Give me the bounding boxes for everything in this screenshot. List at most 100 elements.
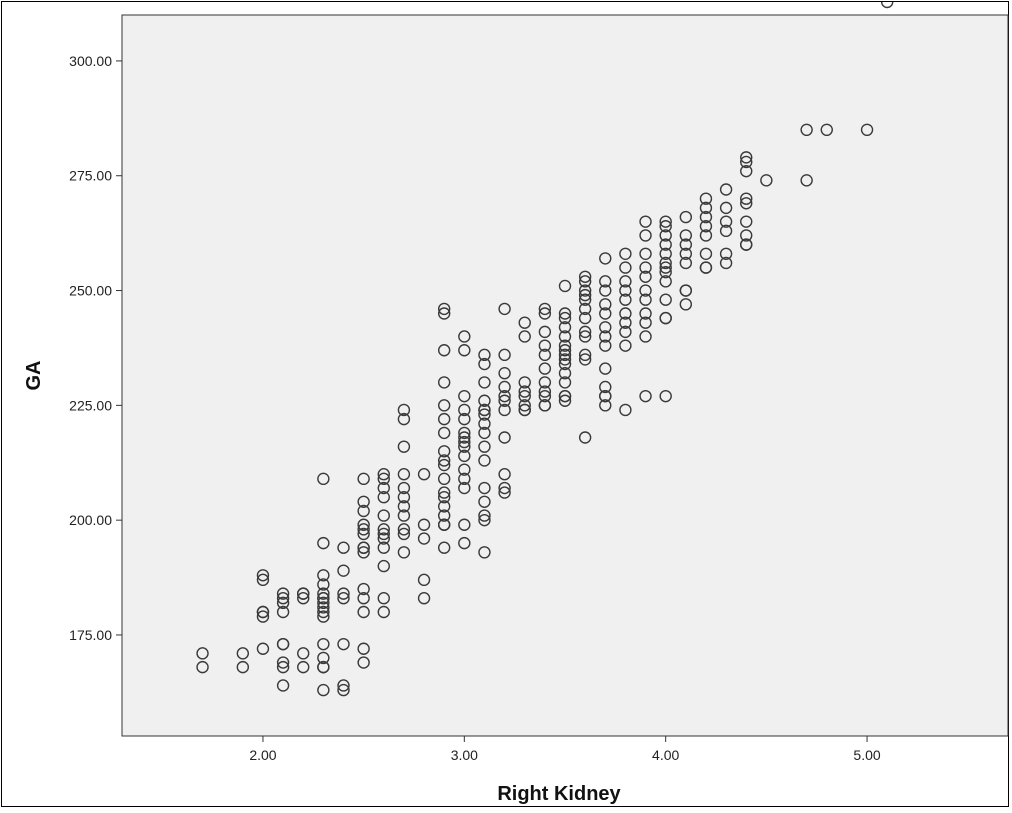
data-point <box>256 610 270 623</box>
data-point <box>599 380 612 394</box>
data-point <box>397 403 411 417</box>
data-point <box>357 592 370 605</box>
data-point <box>498 486 511 499</box>
data-point <box>800 123 813 137</box>
data-point <box>538 385 552 398</box>
data-point <box>478 357 491 371</box>
data-point <box>377 472 390 486</box>
data-point <box>337 683 350 697</box>
data-point <box>478 454 491 467</box>
data-point <box>317 610 330 623</box>
data-point <box>558 279 572 293</box>
data-point <box>478 509 491 522</box>
data-point <box>458 440 471 453</box>
data-point <box>518 403 531 417</box>
data-point <box>337 587 350 600</box>
data-point <box>397 468 411 481</box>
data-point <box>196 647 209 660</box>
data-point <box>619 284 632 297</box>
data-point <box>377 468 390 481</box>
data-point <box>639 284 652 297</box>
data-point <box>639 270 652 283</box>
y-tick-label: 200.00 <box>69 512 112 528</box>
data-point <box>538 362 552 375</box>
data-point <box>357 495 370 508</box>
data-point <box>599 339 612 352</box>
data-point <box>639 330 652 343</box>
data-point <box>478 348 491 362</box>
data-point <box>458 481 471 495</box>
data-point <box>740 229 753 242</box>
data-point <box>820 123 833 137</box>
data-point <box>397 440 411 453</box>
plot-area <box>121 14 1009 737</box>
data-point <box>317 578 330 591</box>
data-point <box>578 353 592 366</box>
data-point <box>880 0 894 9</box>
x-tick-label: 3.00 <box>451 747 478 763</box>
data-point <box>437 426 451 440</box>
data-point <box>437 399 451 412</box>
data-point <box>659 265 672 279</box>
data-point <box>498 348 511 362</box>
data-point <box>518 376 531 389</box>
data-point <box>558 376 572 389</box>
data-point <box>458 389 471 403</box>
data-point <box>478 513 491 527</box>
data-point <box>578 330 592 343</box>
data-point <box>297 660 310 674</box>
y-tick-label: 175.00 <box>69 627 112 643</box>
data-point <box>619 339 632 352</box>
data-point <box>357 541 370 554</box>
x-tick-label: 4.00 <box>652 747 679 763</box>
data-point <box>639 229 652 242</box>
data-point <box>760 174 773 187</box>
data-point <box>377 559 390 573</box>
data-point <box>437 445 451 458</box>
data-point <box>458 431 471 444</box>
data-point <box>458 403 471 417</box>
data-point <box>639 215 652 228</box>
data-point <box>458 536 471 550</box>
data-point <box>558 330 572 343</box>
data-point <box>639 261 652 274</box>
data-point <box>437 454 451 467</box>
data-point <box>679 256 693 270</box>
data-point <box>599 321 612 334</box>
data-point <box>699 261 713 274</box>
data-point <box>458 435 471 449</box>
data-point <box>639 389 652 403</box>
data-point <box>337 541 350 554</box>
data-point <box>417 573 431 587</box>
data-point <box>558 339 572 352</box>
data-point <box>377 592 390 605</box>
data-point <box>659 220 672 233</box>
data-point <box>599 362 612 375</box>
data-point <box>357 605 370 619</box>
data-point <box>578 431 592 444</box>
data-point <box>397 481 411 495</box>
data-point <box>578 348 592 362</box>
data-point <box>297 587 310 600</box>
data-point <box>397 523 411 536</box>
data-point <box>236 660 250 674</box>
data-point <box>478 481 491 495</box>
data-point <box>699 220 713 233</box>
data-point <box>317 592 330 605</box>
y-tick-label: 225.00 <box>69 397 112 413</box>
data-point <box>317 596 330 610</box>
data-point <box>478 417 491 430</box>
data-point <box>599 389 612 403</box>
data-point <box>679 284 693 297</box>
data-point <box>518 389 531 403</box>
data-point <box>498 468 511 481</box>
data-point <box>740 238 753 251</box>
data-point <box>719 215 733 228</box>
data-point <box>276 587 290 600</box>
data-point <box>518 330 531 343</box>
data-point <box>337 679 350 692</box>
data-point <box>639 293 652 306</box>
data-point <box>256 573 270 587</box>
data-point <box>599 275 612 288</box>
data-point <box>437 458 451 472</box>
